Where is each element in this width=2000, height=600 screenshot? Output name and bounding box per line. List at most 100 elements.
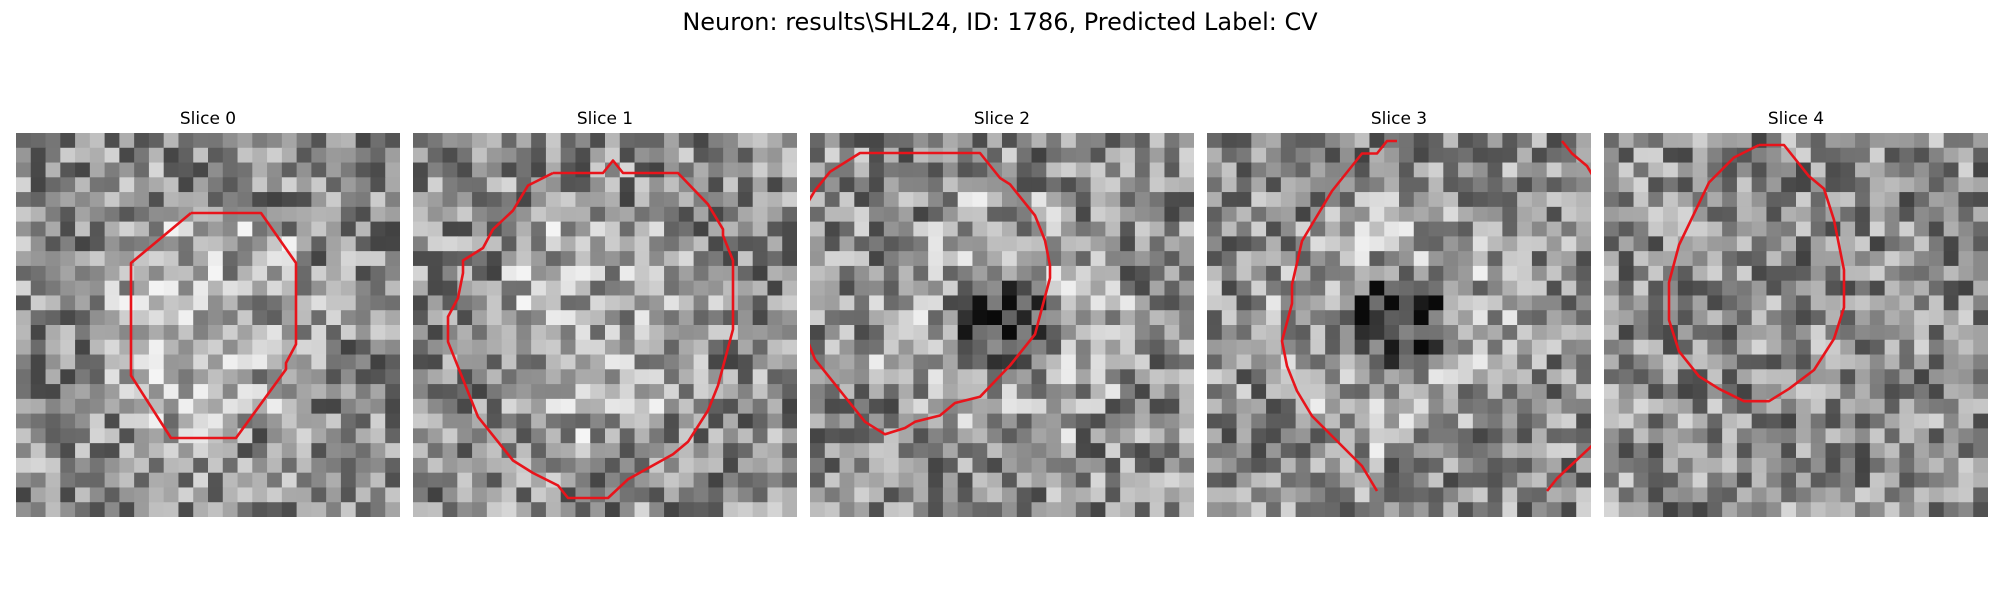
- pixel-cell: [1517, 236, 1533, 252]
- pixel-cell: [1781, 457, 1797, 474]
- pixel-cell: [1413, 457, 1430, 474]
- pixel-cell: [678, 398, 695, 415]
- pixel-cell: [1399, 236, 1415, 252]
- pixel-cell: [1472, 192, 1489, 208]
- pixel-cell: [1618, 457, 1635, 474]
- pixel-cell: [1428, 369, 1444, 385]
- pixel-cell: [1090, 457, 1106, 474]
- pixel-cell: [222, 162, 239, 178]
- slice-title: Slice 3: [1370, 109, 1428, 129]
- pixel-cell: [1692, 487, 1708, 503]
- pixel-cell: [208, 236, 224, 252]
- slice-image: [413, 133, 797, 517]
- pixel-cell: [1928, 428, 1945, 444]
- pixel-cell: [824, 295, 841, 311]
- pixel-cell: [1339, 133, 1356, 149]
- pixel-cell: [1825, 310, 1841, 326]
- pixel-cell: [1399, 325, 1415, 341]
- pixel-cell: [252, 502, 268, 517]
- pixel-cell: [1369, 339, 1385, 356]
- pixel-cell: [1648, 384, 1664, 400]
- pixel-cell: [1736, 221, 1753, 237]
- pixel-cell: [370, 206, 386, 223]
- pixel-cell: [1648, 398, 1664, 415]
- pixel-cell: [1046, 206, 1062, 223]
- pixel-cell: [163, 369, 180, 385]
- pixel-cell: [30, 133, 47, 149]
- pixel-cell: [1149, 325, 1166, 341]
- pixel-cell: [1413, 398, 1430, 415]
- pixel-cell: [208, 487, 224, 503]
- pixel-cell: [45, 369, 61, 385]
- pixel-cell: [237, 251, 253, 267]
- pixel-cell: [619, 265, 636, 282]
- pixel-cell: [752, 206, 769, 223]
- pixel-cell: [1663, 310, 1679, 326]
- pixel-cell: [752, 502, 769, 517]
- pixel-cell: [1207, 310, 1223, 326]
- pixel-cell: [1384, 192, 1400, 208]
- pixel-cell: [1766, 295, 1782, 311]
- pixel-cell: [590, 162, 606, 178]
- pixel-cell: [957, 369, 974, 385]
- pixel-cell: [442, 487, 458, 503]
- pixel-cell: [824, 265, 841, 282]
- pixel-cell: [898, 206, 914, 223]
- slice-panel-0: Slice 0: [16, 108, 400, 517]
- pixel-cell: [252, 177, 268, 193]
- pixel-cell: [1061, 295, 1077, 311]
- pixel-cell: [531, 162, 547, 178]
- pixel-cell: [1707, 487, 1723, 503]
- pixel-cell: [590, 443, 606, 459]
- pixel-cell: [1943, 325, 1960, 341]
- pixel-cell: [148, 147, 165, 164]
- pixel-cell: [1604, 354, 1620, 370]
- pixel-cell: [1517, 206, 1533, 223]
- pixel-cell: [1075, 413, 1092, 429]
- pixel-cell: [1031, 265, 1047, 282]
- pixel-cell: [649, 339, 665, 356]
- pixel-cell: [252, 457, 268, 474]
- pixel-cell: [1707, 428, 1723, 444]
- pixel-cell: [148, 472, 165, 489]
- pixel-cell: [1251, 443, 1267, 459]
- pixel-cell: [1207, 236, 1223, 252]
- pixel-cell: [1369, 428, 1385, 444]
- pixel-cell: [824, 443, 841, 459]
- pixel-cell: [1002, 251, 1018, 267]
- pixel-cell: [1943, 428, 1960, 444]
- pixel-cell: [1618, 354, 1635, 370]
- pixel-cell: [1399, 428, 1415, 444]
- pixel-cell: [1458, 443, 1474, 459]
- pixel-cell: [104, 206, 120, 223]
- pixel-cell: [1517, 192, 1533, 208]
- pixel-cell: [281, 221, 298, 237]
- pixel-cell: [1443, 221, 1459, 237]
- pixel-cell: [60, 265, 76, 282]
- pixel-cell: [1576, 251, 1591, 267]
- pixel-cell: [1179, 339, 1194, 356]
- pixel-cell: [1546, 384, 1563, 400]
- pixel-cell: [737, 147, 754, 164]
- pixel-cell: [1677, 206, 1694, 223]
- pixel-cell: [1736, 354, 1753, 370]
- pixel-cell: [1090, 251, 1106, 267]
- pixel-cell: [1796, 472, 1812, 489]
- pixel-cell: [605, 265, 621, 282]
- pixel-cell: [942, 280, 959, 297]
- pixel-cell: [957, 472, 974, 489]
- pixel-cell: [1796, 413, 1812, 429]
- pixel-cell: [252, 472, 268, 489]
- pixel-cell: [1295, 310, 1311, 326]
- pixel-cell: [1663, 280, 1679, 297]
- pixel-cell: [1325, 251, 1341, 267]
- pixel-cell: [810, 339, 826, 356]
- pixel-cell: [296, 221, 312, 237]
- pixel-cell: [1531, 354, 1548, 370]
- pixel-cell: [148, 443, 165, 459]
- pixel-cell: [1369, 384, 1385, 400]
- pixel-cell: [413, 265, 429, 282]
- pixel-cell: [1251, 457, 1267, 474]
- pixel-cell: [987, 295, 1003, 311]
- pixel-cell: [560, 147, 577, 164]
